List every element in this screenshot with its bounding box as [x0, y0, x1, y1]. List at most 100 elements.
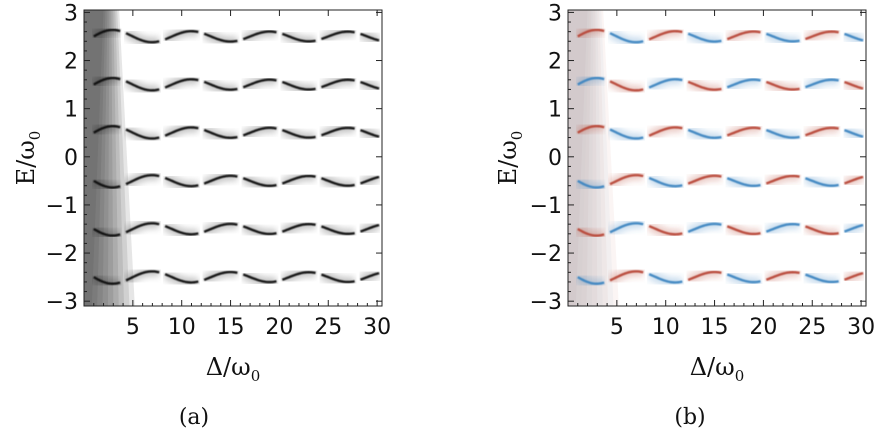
band-line [648, 29, 683, 41]
band-line [93, 179, 121, 189]
y-tick-label: 0 [64, 146, 78, 171]
band-line [844, 129, 864, 138]
band-line [281, 80, 316, 91]
band-line [687, 270, 722, 281]
y-tick-label: 2 [548, 50, 562, 75]
y-axis-label-main-a: E/ω [12, 140, 40, 185]
x-tick-label: 5 [610, 315, 624, 340]
x-tick-label: 20 [265, 315, 293, 340]
band-line [93, 124, 121, 134]
band-line [321, 177, 355, 187]
band-line [726, 177, 761, 188]
y-tick-label: −2 [530, 242, 562, 267]
band-line [242, 78, 277, 89]
band-line [242, 273, 277, 284]
x-tick-label: 10 [652, 315, 680, 340]
band-line [765, 32, 800, 43]
band-line [360, 272, 380, 281]
band-line [687, 32, 722, 43]
energy-bands-a [91, 24, 381, 289]
band-line [203, 174, 238, 185]
band-line [765, 129, 800, 139]
band-line [648, 126, 683, 137]
y-tick-label: 3 [64, 1, 78, 26]
band-line [844, 32, 864, 42]
band-line [125, 222, 160, 234]
band-line [360, 223, 380, 233]
low-detuning-region-b [568, 10, 619, 306]
plot-background-b [568, 10, 866, 306]
band-line [203, 80, 238, 91]
x-axis-label-sub-b: 0 [735, 367, 745, 385]
x-tick-label: 15 [701, 315, 729, 340]
band-line [93, 227, 121, 237]
band-line [844, 80, 864, 90]
band-line [125, 128, 160, 140]
band-line [321, 30, 355, 41]
y-tick-label: −3 [530, 290, 562, 315]
band-line [360, 175, 380, 185]
x-axis-label-main-b: Δ/ω [690, 353, 735, 381]
band-line [805, 273, 839, 284]
band-line [577, 124, 605, 134]
band-line [609, 222, 644, 234]
x-axis-label-sub-a: 0 [251, 367, 261, 385]
x-tick-label: 25 [798, 315, 826, 340]
x-tick-label: 30 [363, 315, 391, 340]
band-line [765, 222, 800, 233]
y-axis-label-b: E/ω0 [494, 131, 526, 186]
x-axis-label-main-a: Δ/ω [206, 353, 251, 381]
band-line [687, 80, 722, 91]
x-tick-label: 20 [749, 315, 777, 340]
band-line [281, 222, 316, 233]
band-line [242, 30, 277, 41]
band-line [360, 129, 380, 138]
band-line [648, 176, 683, 188]
band-line [164, 224, 199, 236]
y-tick-label: −3 [46, 290, 78, 315]
axes-b: 5 10 15 20 25 30 −3 −2 −1 0 1 2 3 [530, 1, 876, 340]
band-line [844, 175, 864, 185]
y-tick-label: −1 [46, 194, 78, 219]
plot-area-a [84, 10, 382, 306]
plot-frame-b [567, 9, 867, 307]
band-line [164, 29, 199, 41]
y-axis-label-sub-b: 0 [508, 131, 526, 141]
y-tick-label: −2 [46, 242, 78, 267]
band-line [805, 30, 839, 41]
band-line [321, 273, 355, 284]
band-line [687, 222, 722, 233]
x-axis-label-b: Δ/ω0 [690, 353, 745, 385]
band-line [805, 177, 839, 187]
x-tick-label: 25 [314, 315, 342, 340]
band-line [726, 78, 761, 89]
band-line [93, 28, 121, 38]
y-tick-label: 0 [548, 146, 562, 171]
band-line [242, 225, 277, 236]
band-line [609, 80, 644, 92]
x-tick-label: 15 [217, 315, 245, 340]
band-line [242, 177, 277, 188]
x-tick-label: 30 [847, 315, 875, 340]
band-line [577, 28, 605, 38]
axes-a: 5 10 15 20 25 30 −3 −2 −1 0 1 2 3 [46, 1, 392, 340]
band-line [125, 173, 160, 186]
panel-label-a: (a) [179, 405, 209, 430]
panel-label-b: (b) [674, 405, 705, 430]
band-line [203, 32, 238, 43]
band-line [844, 272, 864, 281]
band-line [242, 126, 277, 137]
band-line [93, 76, 121, 86]
band-line [609, 32, 644, 44]
band-line [360, 32, 380, 42]
band-line [203, 222, 238, 233]
plot-frame-a [83, 9, 383, 307]
band-line [687, 174, 722, 185]
band-line [765, 174, 800, 185]
y-axis-label-sub-a: 0 [26, 131, 44, 141]
band-line [726, 126, 761, 137]
band-line [648, 273, 683, 284]
